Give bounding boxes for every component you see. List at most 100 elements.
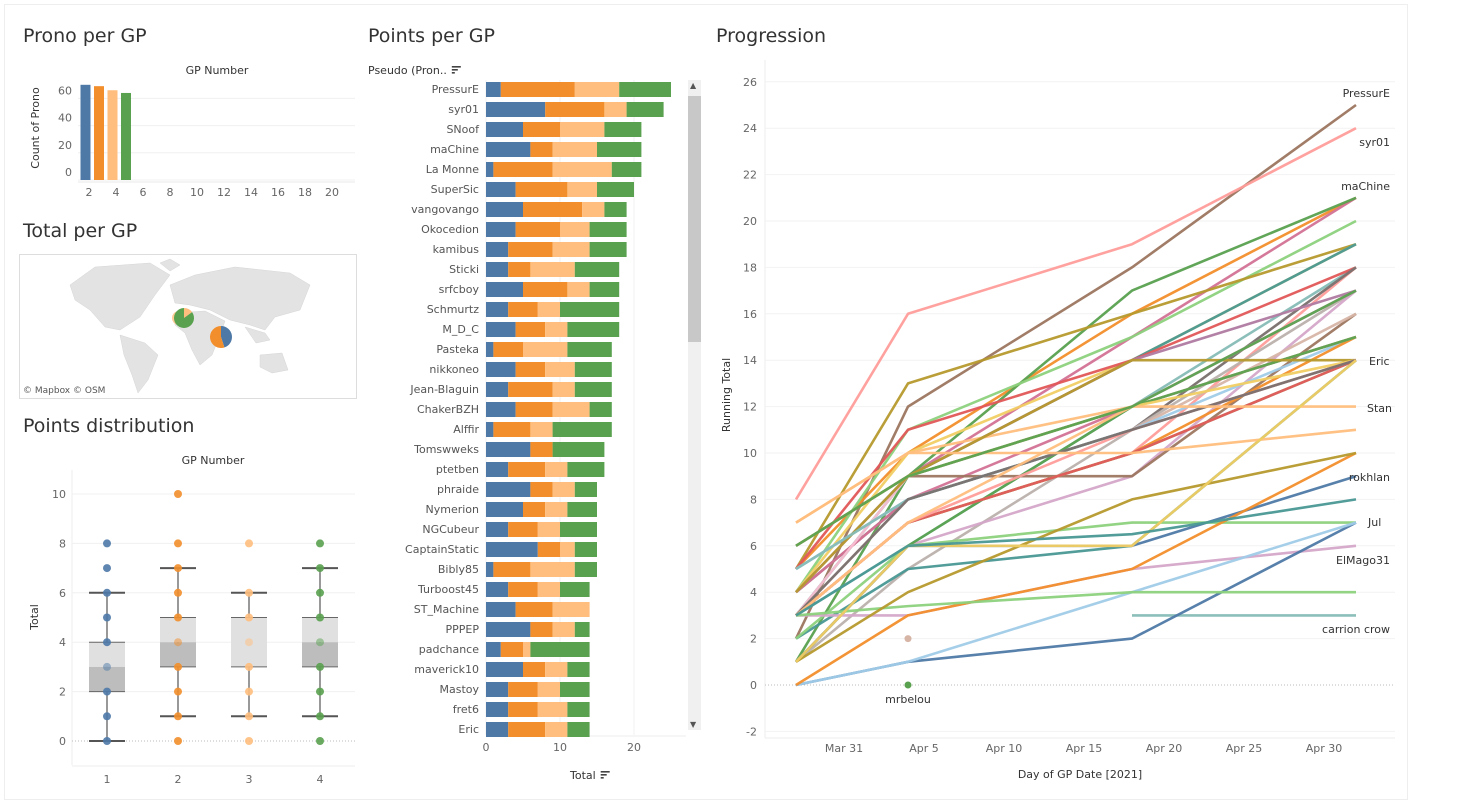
prono-bar-gp3[interactable]	[107, 90, 118, 180]
bar-segment-gp4[interactable]	[560, 582, 590, 597]
series-line-jul[interactable]	[795, 521, 1356, 640]
sort-icon[interactable]	[451, 66, 461, 74]
bar-segment-gp4[interactable]	[597, 182, 634, 197]
bar-segment-gp1[interactable]	[486, 142, 531, 157]
bar-segment-gp2[interactable]	[508, 522, 538, 537]
bar-segment-gp2[interactable]	[523, 122, 560, 137]
bar-segment-gp2[interactable]	[530, 442, 553, 457]
bar-segment-gp3[interactable]	[560, 542, 575, 557]
bar-segment-gp3[interactable]	[530, 562, 575, 577]
bar-segment-gp3[interactable]	[523, 342, 568, 357]
row-label[interactable]: SNoof	[446, 123, 480, 136]
bar-segment-gp1[interactable]	[486, 382, 509, 397]
data-point[interactable]	[174, 613, 182, 622]
series-line-stan[interactable]	[795, 405, 1356, 617]
data-point[interactable]	[174, 737, 182, 745]
bar-segment-gp4[interactable]	[589, 242, 627, 257]
bar-segment-gp4[interactable]	[560, 682, 590, 697]
data-point[interactable]	[245, 613, 253, 622]
bar-segment-gp1[interactable]	[486, 602, 516, 617]
bar-segment-gp2[interactable]	[523, 662, 546, 677]
bar-segment-gp1[interactable]	[486, 442, 531, 457]
row-label[interactable]: PressurE	[432, 83, 479, 96]
data-point[interactable]	[316, 712, 324, 721]
pie-slice-western-europe-gp4[interactable]	[174, 308, 195, 328]
data-point[interactable]	[174, 490, 182, 498]
data-point[interactable]	[245, 737, 253, 745]
bar-segment-gp2[interactable]	[523, 502, 546, 517]
bar-segment-gp2[interactable]	[493, 562, 531, 577]
data-point[interactable]	[103, 662, 111, 671]
row-label[interactable]: ptetben	[436, 463, 479, 476]
bar-segment-gp1[interactable]	[486, 342, 494, 357]
bar-segment-gp4[interactable]	[552, 422, 612, 437]
bar-segment-gp3[interactable]	[545, 722, 568, 737]
bar-segment-gp1[interactable]	[486, 222, 516, 237]
bar-segment-gp2[interactable]	[515, 362, 546, 377]
data-point[interactable]	[103, 712, 111, 721]
data-point[interactable]	[103, 588, 111, 597]
bar-segment-gp1[interactable]	[486, 422, 494, 437]
bar-segment-gp1[interactable]	[486, 202, 523, 217]
row-label[interactable]: Turboost45	[417, 583, 479, 596]
series-line-srfcboy[interactable]	[794, 266, 1357, 570]
bar-segment-gp2[interactable]	[530, 142, 553, 157]
bar-segment-gp1[interactable]	[486, 242, 509, 257]
row-label[interactable]: maChine	[430, 143, 479, 156]
bar-segment-gp1[interactable]	[486, 262, 509, 277]
bar-segment-gp3[interactable]	[530, 262, 575, 277]
bar-segment-gp4[interactable]	[574, 622, 590, 637]
data-point[interactable]	[245, 662, 253, 671]
world-map[interactable]: © Mapbox © OSM	[19, 254, 357, 399]
bar-segment-gp1[interactable]	[486, 182, 516, 197]
row-label[interactable]: Schmurtz	[427, 303, 480, 316]
bar-segment-gp1[interactable]	[486, 582, 509, 597]
bar-segment-gp3[interactable]	[523, 642, 531, 657]
points-scrollbar[interactable]: ▲ ▼	[688, 80, 701, 730]
row-label[interactable]: kamibus	[433, 243, 480, 256]
bar-segment-gp1[interactable]	[486, 562, 494, 577]
series-line[interactable]	[795, 498, 1357, 617]
bar-segment-gp2[interactable]	[500, 642, 523, 657]
bar-segment-gp4[interactable]	[574, 262, 620, 277]
row-label[interactable]: Jean-Blaguin	[409, 383, 479, 396]
bar-segment-gp2[interactable]	[523, 202, 583, 217]
row-label[interactable]: M_D_C	[442, 323, 479, 336]
bar-segment-gp1[interactable]	[486, 522, 509, 537]
bar-segment-gp1[interactable]	[486, 642, 501, 657]
bar-segment-gp2[interactable]	[515, 602, 553, 617]
bar-segment-gp2[interactable]	[515, 322, 546, 337]
bar-segment-gp4[interactable]	[574, 362, 612, 377]
data-point[interactable]	[245, 539, 253, 548]
data-point[interactable]	[316, 687, 324, 696]
row-label[interactable]: Nymerion	[425, 503, 479, 516]
bar-segment-gp2[interactable]	[515, 222, 560, 237]
bar-segment-gp3[interactable]	[545, 462, 568, 477]
bar-segment-gp4[interactable]	[611, 162, 642, 177]
bar-segment-gp2[interactable]	[515, 402, 553, 417]
row-label[interactable]: PPPEP	[446, 623, 480, 636]
bar-segment-gp3[interactable]	[552, 242, 590, 257]
data-point[interactable]	[174, 687, 182, 696]
data-point[interactable]	[245, 588, 253, 597]
data-point[interactable]	[103, 687, 111, 696]
series-point-mrbelou[interactable]	[904, 681, 912, 689]
bar-segment-gp4[interactable]	[567, 462, 605, 477]
bar-segment-gp4[interactable]	[530, 642, 590, 657]
bar-segment-gp1[interactable]	[486, 82, 501, 97]
bar-segment-gp2[interactable]	[508, 582, 538, 597]
bar-segment-gp1[interactable]	[486, 662, 523, 677]
bar-segment-gp3[interactable]	[530, 422, 553, 437]
bar-segment-gp3[interactable]	[604, 102, 627, 117]
bar-segment-gp4[interactable]	[567, 702, 590, 717]
data-point[interactable]	[316, 564, 324, 573]
row-label[interactable]: Okocedion	[421, 223, 479, 236]
bar-segment-gp3[interactable]	[582, 202, 605, 217]
bar-segment-gp3[interactable]	[537, 582, 560, 597]
bar-segment-gp4[interactable]	[626, 102, 664, 117]
series-line[interactable]	[795, 521, 1357, 687]
row-label[interactable]: vangovango	[411, 203, 479, 216]
bar-segment-gp1[interactable]	[486, 702, 509, 717]
row-label[interactable]: syr01	[448, 103, 479, 116]
bar-segment-gp3[interactable]	[560, 122, 605, 137]
